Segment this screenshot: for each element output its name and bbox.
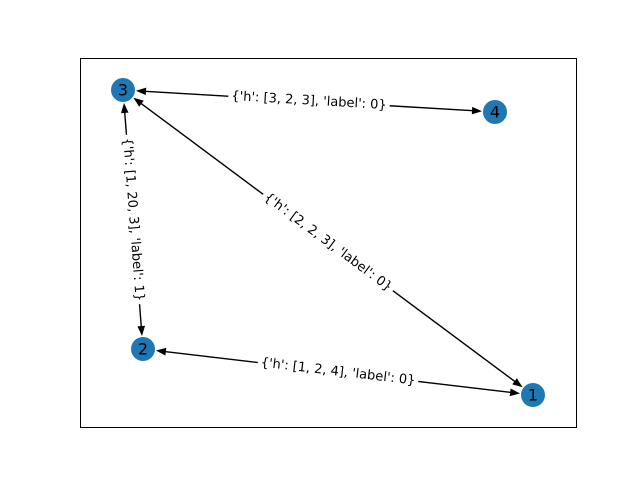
node-label-4: 4: [490, 103, 500, 122]
edge-label-3-2: {'h': [1, 20, 3], 'label': 1}: [117, 134, 148, 305]
node-1: 1: [521, 383, 545, 407]
arrow-head-3-1-to-3: [133, 98, 143, 107]
edge-labels-layer: {'h': [3, 2, 3], 'label': 0} {'h': [1, 20…: [117, 87, 419, 390]
node-4: 4: [483, 100, 507, 124]
arrow-head-3-2-to-3: [121, 103, 129, 113]
edge-label-3-4: {'h': [3, 2, 3], 'label': 0}: [228, 87, 390, 115]
arrow-head-2-1-to-1: [510, 389, 520, 397]
arrow-head-2-1-to-2: [156, 348, 166, 356]
arrow-head-3-1-to-1: [512, 378, 522, 387]
node-2: 2: [131, 337, 155, 361]
node-label-2: 2: [138, 340, 148, 359]
edge-label-2-1: {'h': [1, 2, 4], 'label': 0}: [257, 354, 420, 391]
edge-label-text-3-1: {'h': [2, 2, 3], 'label': 0}: [261, 190, 395, 295]
node-label-3: 3: [118, 81, 128, 100]
edge-label-text-3-2: {'h': [1, 20, 3], 'label': 1}: [119, 137, 147, 302]
edge-label-3-1: {'h': [2, 2, 3], 'label': 0}: [258, 187, 398, 298]
node-3: 3: [111, 78, 135, 102]
arrow-head-3-2-to-2: [137, 326, 145, 336]
arrow-head-3-4-to-3: [136, 88, 146, 96]
edge-label-text-2-1: {'h': [1, 2, 4], 'label': 0}: [260, 355, 416, 388]
arrow-head-3-4-to-4: [472, 107, 482, 115]
node-label-1: 1: [528, 386, 538, 405]
